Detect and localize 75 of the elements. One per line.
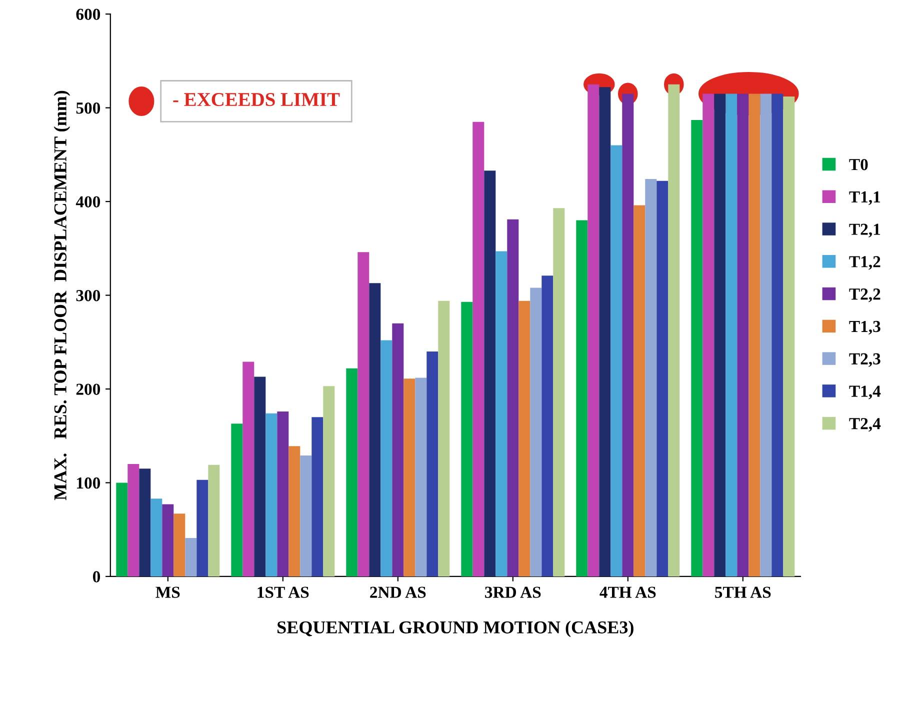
y-tick-label: 600 bbox=[76, 8, 100, 20]
bar bbox=[691, 120, 703, 576]
legend-label: T2,2 bbox=[849, 288, 880, 302]
bar bbox=[438, 300, 450, 576]
legend-label: T2,4 bbox=[849, 418, 881, 432]
bar bbox=[518, 300, 530, 576]
bar bbox=[496, 251, 508, 576]
bar bbox=[472, 122, 484, 576]
x-tick-label: 2ND AS bbox=[370, 586, 426, 598]
bar bbox=[323, 386, 335, 576]
bar bbox=[484, 170, 496, 576]
bar bbox=[254, 376, 266, 576]
bar bbox=[404, 378, 416, 576]
y-tick-label: 400 bbox=[76, 196, 100, 208]
legend-label: T1,2 bbox=[849, 256, 880, 270]
legend-label: T2,3 bbox=[849, 353, 880, 367]
bar bbox=[369, 283, 381, 576]
bar bbox=[185, 538, 197, 576]
y-axis-title: MAX. RES. TOP FLOOR DISPLACEMENT (mm) bbox=[54, 90, 70, 500]
bar bbox=[610, 145, 622, 576]
bar bbox=[288, 446, 300, 576]
bar bbox=[542, 276, 554, 576]
bar bbox=[162, 504, 174, 576]
y-tick-label: 500 bbox=[76, 102, 100, 114]
legend-label: T1,3 bbox=[849, 320, 880, 335]
bar bbox=[702, 94, 714, 576]
bar bbox=[772, 94, 784, 576]
bar bbox=[150, 498, 162, 576]
bar bbox=[242, 362, 254, 576]
y-tick-label: 300 bbox=[76, 290, 100, 302]
bar bbox=[277, 411, 289, 576]
x-tick-label: MS bbox=[156, 586, 180, 598]
bar bbox=[783, 96, 795, 576]
bar bbox=[415, 378, 427, 576]
bar bbox=[748, 94, 760, 576]
bar bbox=[392, 323, 404, 576]
bar bbox=[128, 464, 140, 576]
bar bbox=[196, 480, 208, 576]
legend-label: T1,4 bbox=[849, 386, 881, 400]
bar bbox=[645, 179, 657, 576]
y-tick-label: 200 bbox=[76, 384, 100, 395]
bar bbox=[358, 252, 370, 576]
legend-label: T0 bbox=[849, 158, 868, 170]
legend-label: T1,1 bbox=[849, 191, 880, 205]
bar bbox=[380, 340, 392, 576]
x-tick-label: 3RD AS bbox=[485, 586, 541, 598]
bar bbox=[312, 417, 324, 576]
bar bbox=[760, 94, 772, 576]
bar bbox=[266, 413, 278, 576]
x-tick-label: 5TH AS bbox=[715, 586, 771, 598]
bar bbox=[461, 302, 473, 576]
bar bbox=[116, 482, 128, 576]
bar bbox=[553, 208, 565, 576]
bar bbox=[656, 180, 668, 576]
bar bbox=[300, 456, 312, 576]
bar bbox=[714, 94, 726, 576]
bar bbox=[507, 219, 519, 576]
x-axis-title: SEQUENTIAL GROUND MOTION (CASE3) bbox=[278, 620, 634, 638]
y-tick-label: 100 bbox=[77, 477, 100, 489]
bar bbox=[174, 514, 186, 576]
x-tick-label: 4TH AS bbox=[600, 586, 656, 598]
y-tick-label: 0 bbox=[92, 571, 100, 582]
bar bbox=[231, 424, 243, 576]
bar bbox=[426, 352, 438, 576]
bar bbox=[737, 94, 749, 576]
annotation: - EXCEEDS LIMIT bbox=[173, 93, 340, 106]
bar bbox=[576, 220, 588, 576]
bar bbox=[139, 468, 151, 576]
x-tick-label: 1ST AS bbox=[258, 586, 309, 598]
bar bbox=[208, 464, 220, 576]
bar bbox=[634, 205, 646, 576]
legend-label: T2,1 bbox=[849, 224, 880, 238]
bar bbox=[726, 94, 738, 576]
bar bbox=[530, 288, 542, 576]
bar bbox=[346, 368, 358, 576]
